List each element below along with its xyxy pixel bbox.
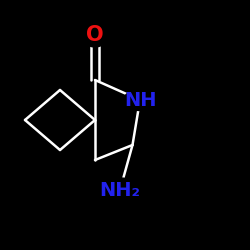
- Ellipse shape: [124, 90, 156, 110]
- Ellipse shape: [82, 23, 108, 47]
- Text: O: O: [86, 25, 104, 45]
- Text: NH: NH: [124, 90, 156, 110]
- Text: NH₂: NH₂: [100, 180, 140, 200]
- Ellipse shape: [100, 178, 140, 202]
